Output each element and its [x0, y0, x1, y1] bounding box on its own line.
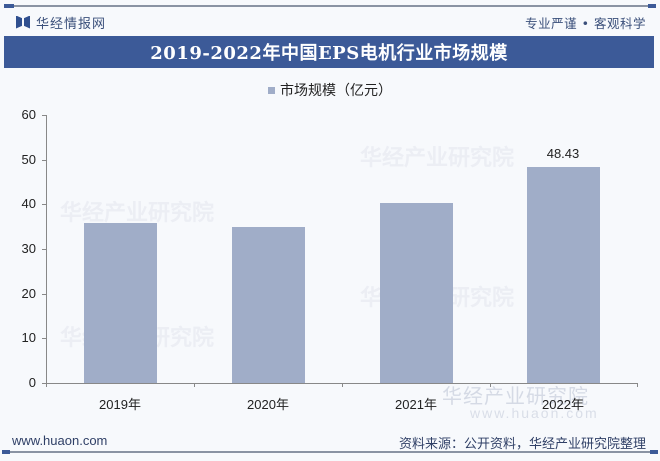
y-tick	[42, 115, 46, 116]
x-tick	[342, 383, 343, 387]
y-tick	[42, 338, 46, 339]
footer-url: www.huaon.com	[12, 433, 108, 448]
brand-name: 华经情报网	[36, 16, 107, 32]
bar-2021	[380, 203, 453, 383]
watermark-url: www.huaon.com	[470, 405, 599, 421]
title-banner: 2019-2022年中国EPS电机行业市场规模	[4, 36, 654, 68]
y-tick-label: 20	[21, 286, 36, 301]
top-rule-accent-left	[4, 4, 14, 8]
data-label-2022: 48.43	[546, 146, 580, 161]
bottom-rule	[4, 451, 656, 453]
x-tick	[46, 383, 47, 387]
y-tick-label: 60	[21, 107, 36, 122]
chart-title: 2019-2022年中国EPS电机行业市场规模	[150, 43, 508, 64]
y-tick	[42, 204, 46, 205]
y-tick	[42, 160, 46, 161]
top-rule	[4, 5, 656, 7]
legend-label: 市场规模（亿元）	[280, 83, 392, 99]
bar-2019	[84, 223, 157, 383]
bottom-rule-accent-right	[650, 450, 658, 454]
x-tick	[194, 383, 195, 387]
x-tick	[490, 383, 491, 387]
slogan: 专业严谨 • 客观科学	[525, 16, 646, 31]
y-tick	[42, 383, 46, 384]
x-label-2021: 2021年	[395, 397, 437, 412]
bar-2020	[232, 227, 305, 383]
y-tick-label: 0	[28, 375, 36, 390]
footer-source: 资料来源：公开资料，华经产业研究院整理	[398, 437, 646, 452]
y-tick-label: 50	[21, 152, 36, 167]
y-tick-label: 40	[21, 196, 36, 211]
watermark-footer: 华经产业研究院	[442, 384, 589, 408]
top-rule-accent-right	[648, 4, 656, 8]
y-tick	[42, 249, 46, 250]
y-tick-label: 30	[21, 241, 36, 256]
bottom-rule-accent-left	[2, 450, 10, 454]
x-label-2020: 2020年	[247, 397, 289, 412]
legend: 市场规模（亿元）	[0, 80, 660, 100]
bar-2022	[527, 167, 600, 383]
y-tick	[42, 294, 46, 295]
brand: 华经情报网	[16, 13, 107, 32]
y-axis	[46, 115, 47, 384]
x-tick	[637, 383, 638, 387]
y-tick-label: 10	[21, 330, 36, 345]
x-label-2019: 2019年	[99, 397, 141, 412]
legend-swatch-icon	[268, 86, 275, 94]
x-label-2022: 2022年	[542, 397, 584, 412]
